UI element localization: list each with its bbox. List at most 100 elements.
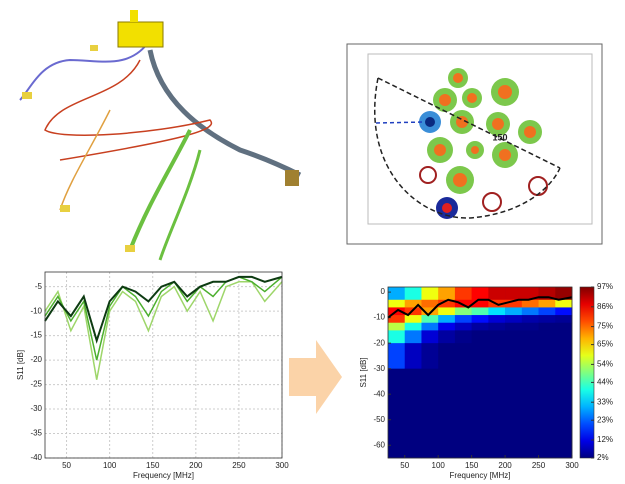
x-tick-label: 300 (565, 461, 579, 470)
connector (285, 170, 299, 186)
heat-cell (455, 343, 472, 369)
heat-cell (505, 343, 522, 369)
heat-cell (388, 300, 405, 308)
heat-cell (488, 315, 505, 323)
diagram-label: 150 (492, 132, 507, 142)
heat-cell (488, 369, 505, 459)
y-tick-label: -40 (30, 453, 42, 462)
heat-cell (539, 343, 556, 369)
heat-cell (505, 287, 522, 300)
x-tick-label: 150 (146, 461, 160, 470)
heat-cell (405, 330, 422, 343)
heat-cell (455, 323, 472, 331)
heat-cell (405, 323, 422, 331)
heat-cell (488, 330, 505, 343)
y-tick-label: -25 (30, 380, 42, 389)
heat-cell (438, 330, 455, 343)
heat-cell (488, 287, 505, 300)
cable (130, 130, 190, 250)
cable (160, 150, 200, 260)
colorbar-label: 44% (597, 378, 613, 387)
y-axis-title: S11 [dB] (359, 357, 368, 387)
heat-cell (555, 369, 572, 459)
heat-cell (522, 300, 539, 308)
circle (524, 126, 536, 138)
y-tick-label: -5 (35, 282, 43, 291)
heat-cell (388, 287, 405, 300)
y-tick-label: -10 (30, 306, 42, 315)
heat-cell (472, 323, 489, 331)
heat-cell (438, 307, 455, 315)
heat-cell (488, 323, 505, 331)
heat-cell (555, 300, 572, 308)
heat-cell (421, 330, 438, 343)
heat-cell (505, 323, 522, 331)
y-tick-label: -60 (373, 440, 385, 449)
y-tick-label: -50 (373, 415, 385, 424)
y-tick-label: -35 (30, 429, 42, 438)
heat-cell (455, 369, 472, 459)
heat-cell (488, 343, 505, 369)
arrow (289, 340, 342, 414)
circle (499, 149, 511, 161)
heat-cell (522, 343, 539, 369)
heat-cell (455, 330, 472, 343)
heat-cell (488, 307, 505, 315)
circle (453, 173, 467, 187)
heat-cell (438, 343, 455, 369)
heat-cell (421, 323, 438, 331)
heat-cell (388, 330, 405, 343)
colorbar-label: 23% (597, 415, 613, 424)
heat-cell (539, 300, 556, 308)
heat-cell (522, 369, 539, 459)
y-tick-label: -30 (373, 364, 385, 373)
x-tick-label: 50 (62, 461, 71, 470)
heat-cell (555, 330, 572, 343)
heat-cell (472, 315, 489, 323)
heat-cell (472, 330, 489, 343)
heat-cell (421, 369, 438, 459)
heat-cell (438, 287, 455, 300)
heat-cell (505, 315, 522, 323)
heat-cell (472, 287, 489, 300)
heat-cell (472, 369, 489, 459)
heat-cell (472, 343, 489, 369)
connector (60, 205, 70, 212)
y-tick-label: 0 (381, 287, 386, 296)
heat-cell (438, 315, 455, 323)
heat-cell (539, 323, 556, 331)
colorbar-label: 54% (597, 360, 613, 369)
heat-cell (455, 307, 472, 315)
x-tick-label: 100 (432, 461, 446, 470)
x-tick-label: 250 (232, 461, 246, 470)
circle (442, 203, 452, 213)
heat-cell (539, 307, 556, 315)
colorbar-label: 33% (597, 397, 613, 406)
connector-box (118, 22, 163, 47)
heat-cell (405, 315, 422, 323)
colorbar-label: 12% (597, 435, 613, 444)
heat-cell (522, 330, 539, 343)
heat-cell (522, 323, 539, 331)
heat-cell (505, 307, 522, 315)
heat-cell (421, 315, 438, 323)
connector (90, 45, 98, 51)
colorbar-label: 65% (597, 340, 613, 349)
colorbar-label: 2% (597, 453, 609, 462)
heat-cell (505, 369, 522, 459)
heat-cell (421, 287, 438, 300)
y-tick-label: -40 (373, 389, 385, 398)
x-tick-label: 100 (103, 461, 117, 470)
heat-cell (522, 307, 539, 315)
x-tick-label: 300 (275, 461, 289, 470)
colorbar-label: 86% (597, 302, 613, 311)
heat-cell (555, 323, 572, 331)
y-tick-label: -20 (373, 338, 385, 347)
colorbar-label: 97% (597, 282, 613, 291)
circle (492, 118, 504, 130)
x-tick-label: 150 (465, 461, 479, 470)
x-tick-label: 200 (189, 461, 203, 470)
heat-cell (555, 343, 572, 369)
heat-cell (455, 287, 472, 300)
y-tick-label: -30 (30, 404, 42, 413)
